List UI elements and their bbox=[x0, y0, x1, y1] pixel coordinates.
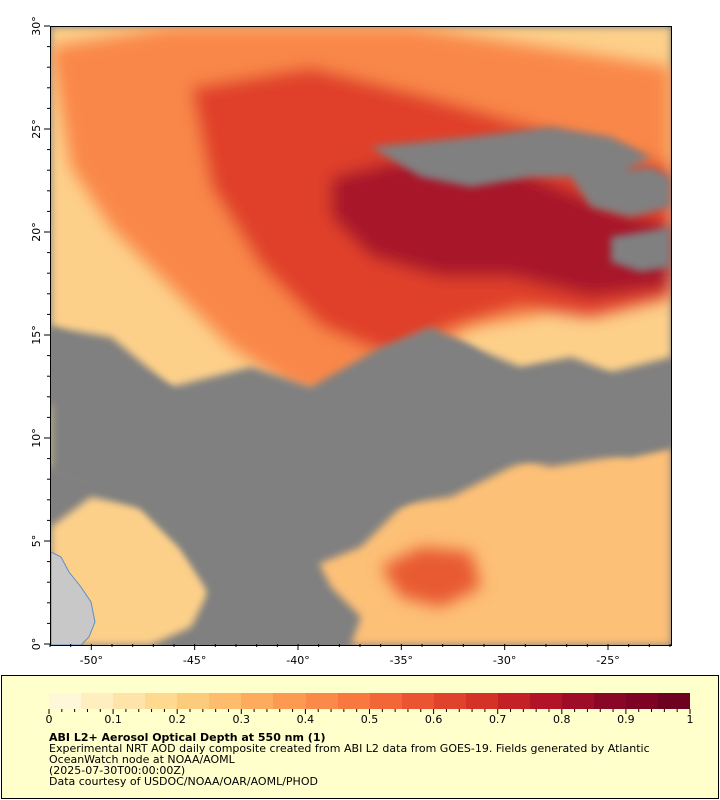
legend-description: Experimental NRT AOD daily composite cre… bbox=[49, 742, 650, 766]
colorbar-segment bbox=[49, 693, 66, 709]
y-tick-label: 0° bbox=[30, 638, 43, 651]
colorbar-segment bbox=[610, 693, 627, 709]
colorbar-segment bbox=[497, 693, 514, 709]
missing-patch-east bbox=[491, 367, 671, 467]
colorbar-segment bbox=[385, 693, 402, 709]
colorbar bbox=[49, 693, 691, 709]
colorbar-segment bbox=[321, 693, 338, 709]
colorbar-segment bbox=[513, 693, 530, 709]
colorbar-segment bbox=[97, 693, 114, 709]
colorbar-segment bbox=[578, 693, 595, 709]
colorbar-segment bbox=[529, 693, 546, 709]
colorbar-segment bbox=[193, 693, 210, 709]
colorbar-segment bbox=[65, 693, 82, 709]
land-south-america bbox=[51, 551, 96, 645]
colorbar-label: 1 bbox=[686, 713, 694, 726]
colorbar-segment bbox=[113, 693, 130, 709]
colorbar-segment bbox=[289, 693, 306, 709]
colorbar-segment bbox=[241, 693, 258, 709]
x-tick-label: -30° bbox=[493, 654, 516, 667]
colorbar-segment bbox=[145, 693, 162, 709]
colorbar-segment bbox=[642, 693, 659, 709]
aerosol-very-high-core bbox=[331, 157, 671, 297]
colorbar-label: 0 bbox=[45, 713, 53, 726]
colorbar-label: 0.5 bbox=[360, 713, 379, 726]
colorbar-segment bbox=[129, 693, 146, 709]
y-tick-label: 25° bbox=[30, 119, 43, 139]
colorbar-segment bbox=[626, 693, 643, 709]
colorbar-ticks bbox=[48, 709, 691, 714]
x-tick-label: -45° bbox=[183, 654, 206, 667]
colorbar-segment bbox=[594, 693, 611, 709]
x-tick-label: -25° bbox=[596, 654, 619, 667]
colorbar-segment bbox=[161, 693, 178, 709]
legend-text: ABI L2+ Aerosol Optical Depth at 550 nm … bbox=[49, 732, 689, 787]
x-tick-label: -40° bbox=[286, 654, 309, 667]
colorbar-segment bbox=[658, 693, 675, 709]
colorbar-segment bbox=[481, 693, 498, 709]
colorbar-label: 0.9 bbox=[617, 713, 635, 726]
colorbar-segment bbox=[353, 693, 370, 709]
aod-map bbox=[51, 27, 671, 645]
colorbar-segment bbox=[465, 693, 482, 709]
missing-patch-ne bbox=[571, 167, 671, 217]
colorbar-label: 0.1 bbox=[104, 713, 122, 726]
y-tick-label: 20° bbox=[30, 222, 43, 242]
colorbar-label: 0.7 bbox=[488, 713, 507, 726]
y-tick-label: 30° bbox=[30, 16, 43, 36]
y-tick-label: 10° bbox=[30, 428, 43, 448]
colorbar-label: 0.2 bbox=[168, 713, 186, 726]
map-frame[interactable] bbox=[50, 26, 672, 646]
axis-ticks: -50° -45° -40° -35° -30° -25° 0° 5° 10° 15° 20° 25°… bbox=[30, 16, 671, 667]
legend-date: (2025-07-30T00:00:00Z) bbox=[49, 764, 186, 777]
y-tick-label: 15° bbox=[30, 325, 43, 345]
colorbar-label: 0.8 bbox=[553, 713, 571, 726]
x-tick-label: -35° bbox=[390, 654, 413, 667]
colorbar-segment bbox=[674, 693, 691, 709]
colorbar-segment bbox=[257, 693, 274, 709]
colorbar-segment bbox=[369, 693, 386, 709]
colorbar-segment bbox=[545, 693, 562, 709]
aerosol-high-south bbox=[381, 547, 481, 607]
legend-credit: Data courtesy of USDOC/NOAA/OAR/AOML/PHO… bbox=[49, 775, 318, 788]
colorbar-segment bbox=[305, 693, 322, 709]
x-tick-label: -50° bbox=[80, 654, 103, 667]
missing-patch-central bbox=[51, 327, 521, 645]
colorbar-segment bbox=[225, 693, 242, 709]
colorbar-segment bbox=[401, 693, 418, 709]
colorbar-segment bbox=[81, 693, 98, 709]
colorbar-segment bbox=[209, 693, 226, 709]
colorbar-segment bbox=[562, 693, 579, 709]
colorbar-segment bbox=[337, 693, 354, 709]
colorbar-segment bbox=[177, 693, 194, 709]
y-tick-label: 5° bbox=[30, 535, 43, 548]
colorbar-label: 0.4 bbox=[296, 713, 315, 726]
colorbar-segment bbox=[273, 693, 290, 709]
colorbar-label: 0.3 bbox=[232, 713, 251, 726]
legend-panel: 0 0.1 0.2 0.3 0.4 0.5 0.6 0.7 0.8 0.9 1 ABI L2+ Ae… bbox=[1, 675, 719, 799]
colorbar-segment bbox=[433, 693, 450, 709]
missing-patch-east-mid bbox=[611, 227, 671, 272]
colorbar-segment bbox=[417, 693, 434, 709]
missing-patch-north bbox=[371, 127, 651, 187]
legend-title: ABI L2+ Aerosol Optical Depth at 550 nm … bbox=[49, 731, 326, 744]
colorbar-segment bbox=[449, 693, 466, 709]
colorbar-label: 0.6 bbox=[424, 713, 443, 726]
